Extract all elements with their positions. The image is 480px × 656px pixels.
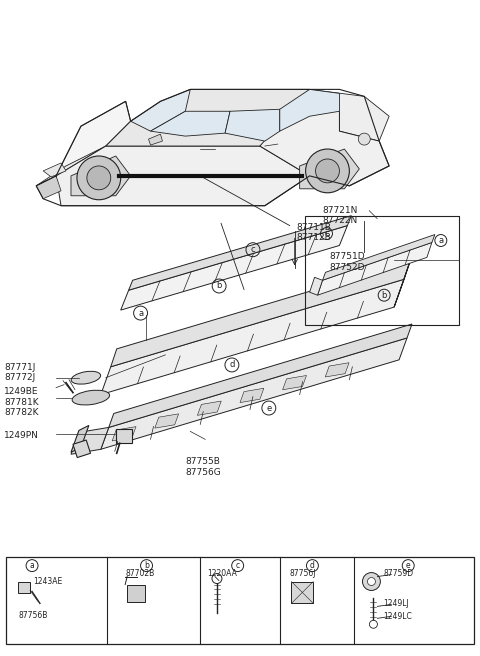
Polygon shape <box>283 375 306 390</box>
Polygon shape <box>106 89 339 146</box>
Polygon shape <box>260 89 389 186</box>
Text: 1243AE: 1243AE <box>33 577 62 586</box>
Bar <box>305 216 459 325</box>
Polygon shape <box>325 363 349 377</box>
Text: 1249PN: 1249PN <box>4 432 39 440</box>
Polygon shape <box>112 426 136 441</box>
Text: 87756J: 87756J <box>289 569 316 577</box>
Text: c: c <box>236 561 240 570</box>
Ellipse shape <box>71 371 101 384</box>
Text: 1249LJ: 1249LJ <box>384 600 409 608</box>
Polygon shape <box>318 243 432 295</box>
Polygon shape <box>71 156 131 195</box>
Text: b: b <box>382 291 387 300</box>
Polygon shape <box>197 401 221 415</box>
Bar <box>291 581 313 604</box>
Polygon shape <box>151 112 230 136</box>
Polygon shape <box>56 146 310 206</box>
Polygon shape <box>155 414 179 428</box>
Polygon shape <box>323 235 435 280</box>
Polygon shape <box>56 101 131 176</box>
Text: 87771J
87772J: 87771J 87772J <box>4 363 36 382</box>
Polygon shape <box>43 163 66 177</box>
Circle shape <box>358 133 370 145</box>
Polygon shape <box>36 176 61 199</box>
Text: e: e <box>406 561 410 570</box>
Bar <box>127 584 145 602</box>
Text: b: b <box>144 561 149 570</box>
Text: 1249LC: 1249LC <box>384 612 412 621</box>
Polygon shape <box>394 261 410 307</box>
Text: 1249BE: 1249BE <box>4 386 39 396</box>
Polygon shape <box>109 324 412 428</box>
Text: a: a <box>438 236 444 245</box>
Polygon shape <box>101 279 404 395</box>
Text: a: a <box>30 561 35 570</box>
Text: e: e <box>266 403 272 413</box>
Polygon shape <box>310 277 323 295</box>
Circle shape <box>306 149 349 193</box>
Bar <box>6 557 474 644</box>
Text: d: d <box>310 561 315 570</box>
Polygon shape <box>148 134 162 145</box>
Polygon shape <box>240 388 264 403</box>
Bar <box>18 581 30 594</box>
Text: 87721N
87722N: 87721N 87722N <box>323 206 358 225</box>
Text: 87755B
87756G: 87755B 87756G <box>185 457 221 477</box>
Polygon shape <box>71 428 109 454</box>
Circle shape <box>77 156 120 199</box>
Text: c: c <box>251 245 255 255</box>
Circle shape <box>362 573 380 590</box>
Circle shape <box>315 159 339 183</box>
Text: 87702B: 87702B <box>125 569 155 577</box>
Polygon shape <box>129 216 351 290</box>
Polygon shape <box>71 426 89 452</box>
Text: 87711B
87712B: 87711B 87712B <box>297 222 332 242</box>
Circle shape <box>87 166 111 190</box>
Polygon shape <box>225 110 280 141</box>
Polygon shape <box>111 261 410 367</box>
Text: 87756B: 87756B <box>18 611 48 621</box>
Text: 87759D: 87759D <box>384 569 413 577</box>
Text: d: d <box>229 360 235 369</box>
Polygon shape <box>120 226 348 310</box>
Circle shape <box>368 577 375 586</box>
Polygon shape <box>131 89 190 131</box>
Polygon shape <box>36 146 106 186</box>
Circle shape <box>370 621 377 628</box>
Polygon shape <box>280 89 339 131</box>
Polygon shape <box>310 89 389 141</box>
Bar <box>116 430 132 443</box>
Text: 87781K
87782K: 87781K 87782K <box>4 398 39 417</box>
Ellipse shape <box>72 390 109 405</box>
Circle shape <box>212 573 222 584</box>
Polygon shape <box>300 149 360 189</box>
Bar <box>73 440 91 458</box>
Text: a: a <box>138 308 143 318</box>
Text: 87751D
87752D: 87751D 87752D <box>329 253 365 272</box>
Polygon shape <box>101 338 407 449</box>
Text: c: c <box>324 229 329 238</box>
Text: 1220AA: 1220AA <box>207 569 237 577</box>
Text: b: b <box>216 281 222 291</box>
